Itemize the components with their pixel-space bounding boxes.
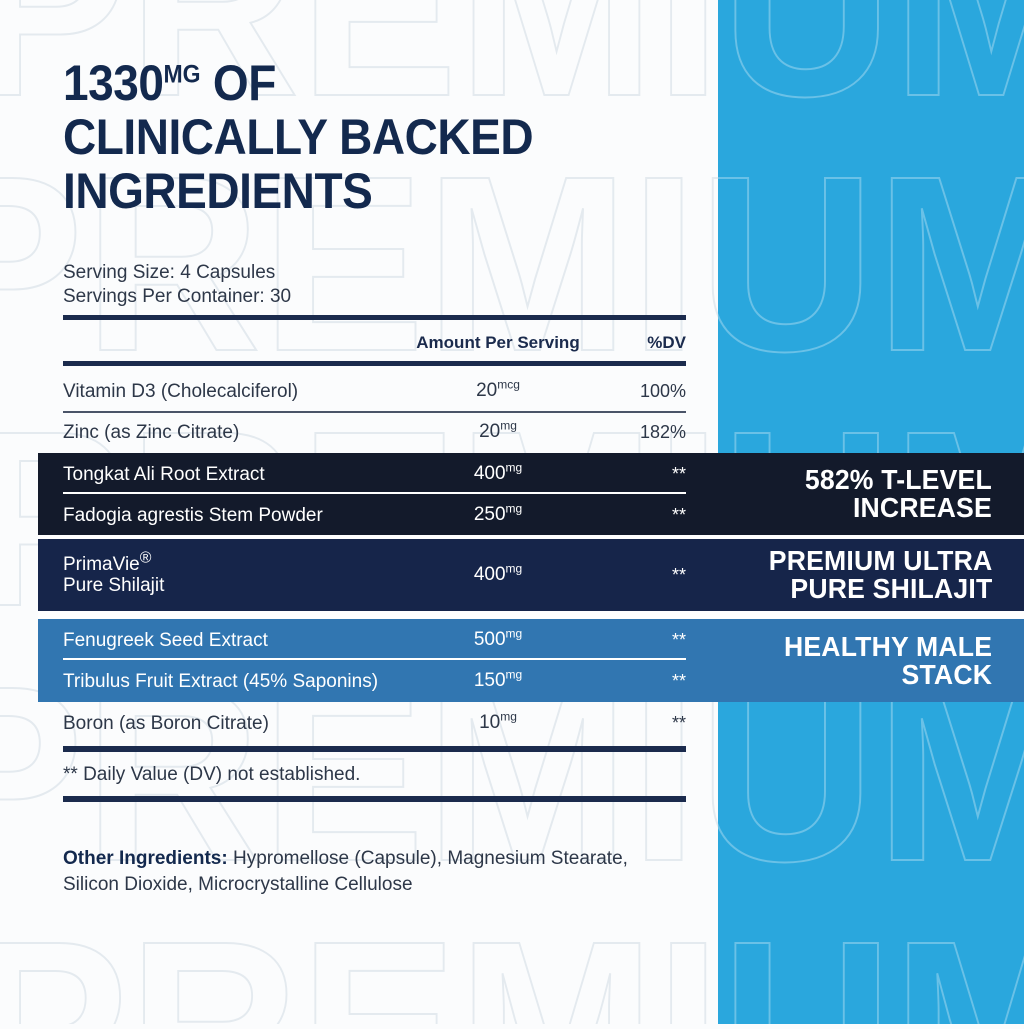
svg-text:PREMIUM: PREMIUM: [718, 124, 1024, 403]
shilajit-callout: PREMIUM ULTRA PURE SHILAJIT: [768, 547, 992, 603]
svg-text:PREMIUM: PREMIUM: [718, 0, 1024, 148]
male-stack-band: HEALTHY MALE STACK: [38, 619, 1024, 702]
male-stack-callout-line2: STACK: [901, 658, 992, 690]
male-stack-callout-line1: HEALTHY MALE: [783, 630, 992, 662]
t-level-callout-line2: INCREASE: [853, 492, 992, 523]
t-level-callout-line1: 582% T-LEVEL: [804, 464, 992, 495]
t-level-callout: 582% T-LEVEL INCREASE: [805, 466, 992, 522]
shilajit-callout-line2: PURE SHILAJIT: [789, 573, 992, 604]
shilajit-callout-line1: PREMIUM ULTRA: [768, 545, 992, 576]
highlight-band-stack: 582% T-LEVEL INCREASE PREMIUM ULTRA PURE…: [38, 453, 1024, 702]
male-stack-callout: HEALTHY MALE STACK: [783, 630, 992, 690]
svg-text:PREMIUM: PREMIUM: [718, 889, 1024, 1024]
band-gap: [38, 611, 1024, 619]
t-level-band: 582% T-LEVEL INCREASE: [38, 453, 1024, 535]
shilajit-band: PREMIUM ULTRA PURE SHILAJIT: [38, 539, 1024, 611]
band-gap: [38, 535, 1024, 539]
